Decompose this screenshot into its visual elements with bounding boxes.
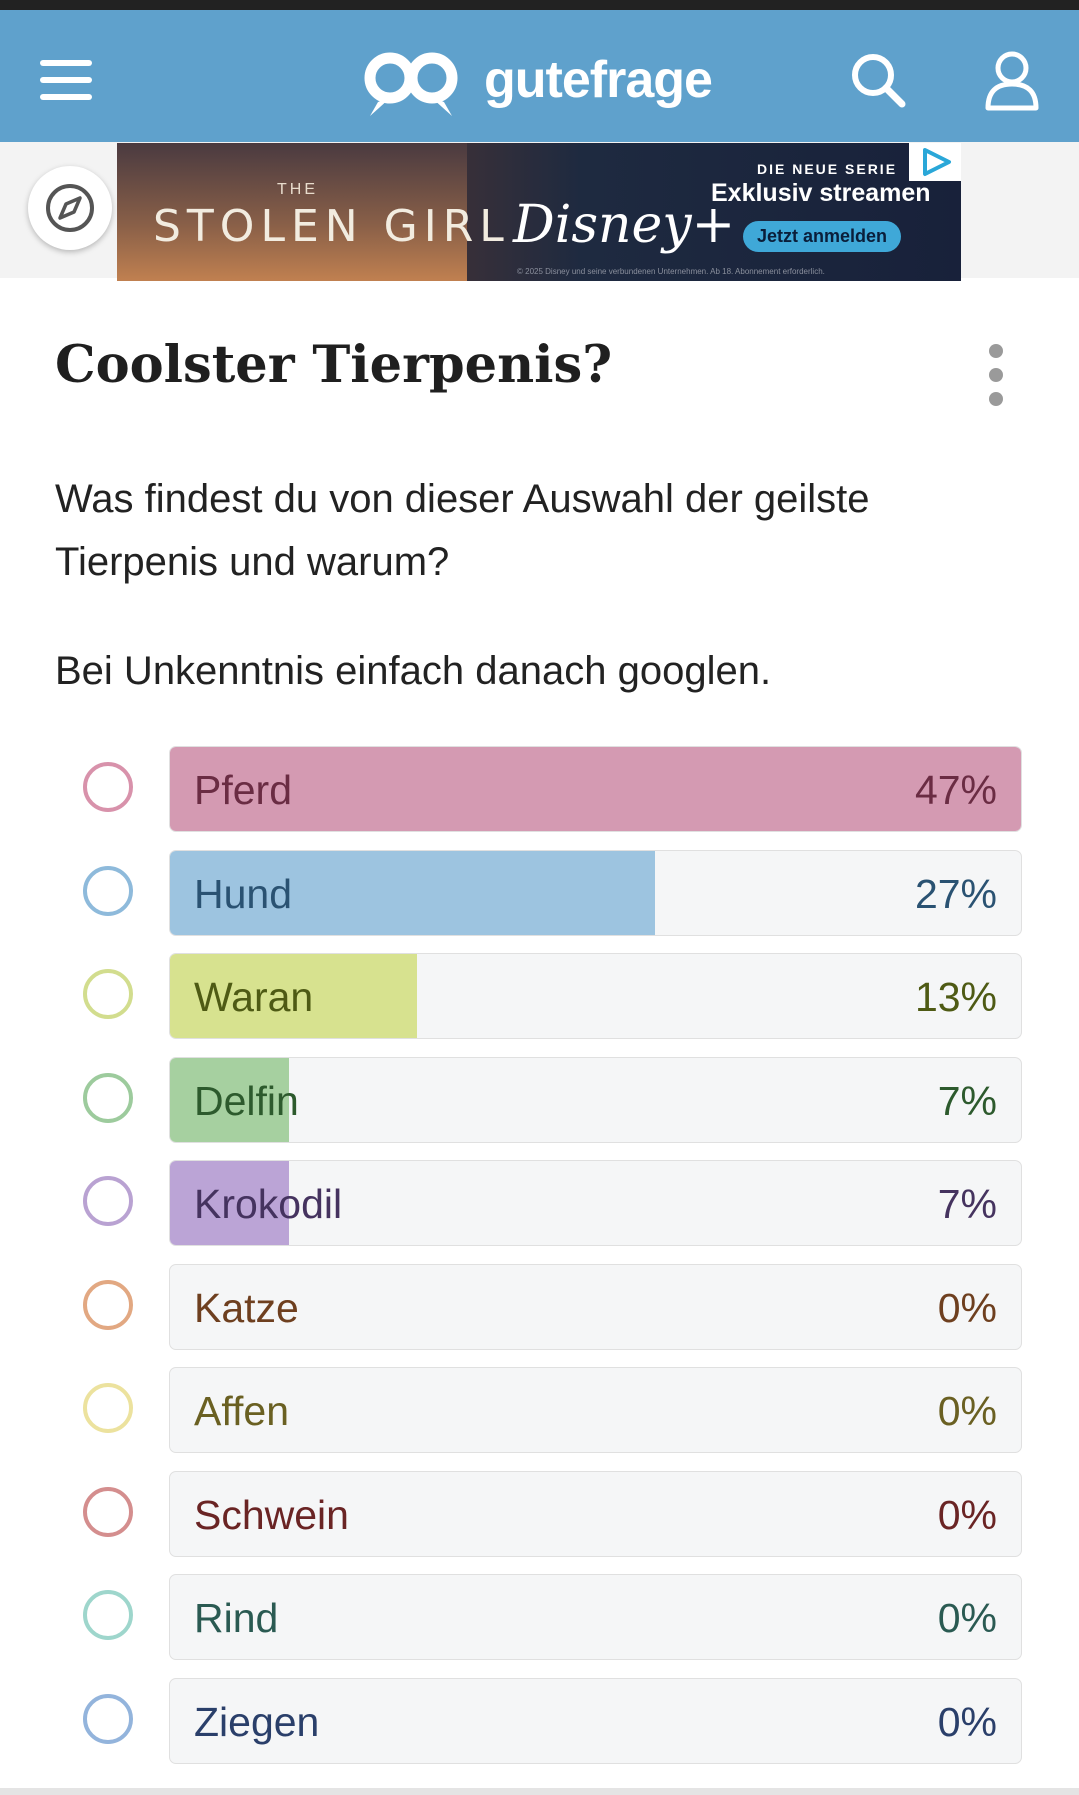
poll-option[interactable]: Hund 27% [80, 850, 1023, 936]
poll-option-percent: 0% [937, 1595, 997, 1641]
poll-option-fill [170, 1161, 290, 1245]
poll-option-radio[interactable] [83, 1383, 133, 1433]
poll-option-label: Rind [194, 1595, 279, 1641]
poll-option[interactable]: Waran 13% [80, 953, 1023, 1039]
app-header: gutefrage [0, 10, 1079, 142]
compass-icon [46, 184, 94, 232]
poll-option-radio[interactable] [83, 762, 133, 812]
poll-option-radio[interactable] [83, 969, 133, 1019]
poll-option-radio[interactable] [83, 866, 133, 916]
poll-option-radio[interactable] [83, 1487, 133, 1537]
page-bottom-edge [0, 1788, 1079, 1795]
poll-option[interactable]: Krokodil 7% [80, 1160, 1023, 1246]
poll-option-radio[interactable] [83, 1280, 133, 1330]
poll-option-radio[interactable] [83, 1073, 133, 1123]
poll-option[interactable]: Schwein 0% [80, 1471, 1023, 1557]
poll-option-bar[interactable]: Waran 13% [169, 953, 1022, 1039]
poll-option-bar[interactable]: Delfin 7% [169, 1057, 1022, 1143]
poll-option-label: Schwein [194, 1492, 349, 1538]
poll-option-percent: 0% [937, 1285, 997, 1331]
poll-option-fill [170, 954, 417, 1038]
poll-option-percent: 13% [914, 974, 997, 1020]
ad-left-title: STOLEN GIRL [153, 201, 510, 252]
poll-option-radio[interactable] [83, 1590, 133, 1640]
poll-option-label: Waran [194, 974, 314, 1020]
poll-option-label: Affen [194, 1388, 289, 1434]
system-status-strip [0, 0, 1079, 10]
question-body: Was findest du von dieser Auswahl der ge… [55, 477, 870, 584]
poll-option-percent: 47% [914, 767, 997, 813]
poll-option-label: Pferd [194, 767, 292, 813]
logo[interactable]: gutefrage [360, 40, 713, 120]
poll-option-label: Katze [194, 1285, 299, 1331]
adchoices-icon[interactable] [909, 143, 961, 181]
poll-option[interactable]: Pferd 47% [80, 746, 1023, 832]
poll-option-bar[interactable]: Schwein 0% [169, 1471, 1022, 1557]
poll-option-bar[interactable]: Katze 0% [169, 1264, 1022, 1350]
question-note: Bei Unkenntnis einfach danach googlen. [55, 649, 772, 693]
more-options-icon[interactable] [980, 340, 1012, 410]
poll-option-label: Krokodil [194, 1181, 343, 1227]
ad-small-caption: DIE NEUE SERIE [757, 161, 898, 177]
ad-headline: Exklusiv streamen [711, 179, 931, 207]
poll-option[interactable]: Katze 0% [80, 1264, 1023, 1350]
poll-option-bar[interactable]: Krokodil 7% [169, 1160, 1022, 1246]
poll-option[interactable]: Rind 0% [80, 1574, 1023, 1660]
ad-left-small: THE [277, 181, 318, 198]
poll-option-label: Hund [194, 871, 293, 917]
poll-option[interactable]: Ziegen 0% [80, 1678, 1023, 1764]
ad-fineprint: © 2025 Disney und seine verbundenen Unte… [517, 267, 825, 276]
poll-option-percent: 27% [914, 871, 997, 917]
poll-option-label: Ziegen [194, 1699, 320, 1745]
poll-option-bar[interactable]: Hund 27% [169, 850, 1022, 936]
logo-text: gutefrage [484, 51, 713, 109]
ad-cta-button[interactable]: Jetzt anmelden [743, 221, 902, 252]
search-icon[interactable] [848, 50, 908, 110]
poll-option-bar[interactable]: Rind 0% [169, 1574, 1022, 1660]
question-title: Coolster Tierpenis? [55, 335, 613, 395]
poll-option-percent: 7% [937, 1181, 997, 1227]
poll-option[interactable]: Affen 0% [80, 1367, 1023, 1453]
menu-icon[interactable] [40, 60, 92, 100]
poll-option-fill [170, 851, 656, 935]
poll-option-fill [170, 1058, 290, 1142]
ad-image [117, 143, 467, 281]
poll-option-bar[interactable]: Ziegen 0% [169, 1678, 1022, 1764]
user-icon[interactable] [982, 48, 1042, 112]
explore-button[interactable] [28, 166, 112, 250]
poll-option-percent: 0% [937, 1492, 997, 1538]
advertisement-banner[interactable]: THE STOLEN GIRL Disney+ DIE NEUE SERIE E… [117, 143, 961, 281]
poll-option-radio[interactable] [83, 1176, 133, 1226]
logo-mark-icon [364, 52, 458, 116]
poll-option-radio[interactable] [83, 1694, 133, 1744]
poll-option-label: Delfin [194, 1078, 299, 1124]
poll-option-percent: 7% [937, 1078, 997, 1124]
poll-option[interactable]: Delfin 7% [80, 1057, 1023, 1143]
poll-option-percent: 0% [937, 1699, 997, 1745]
poll-option-bar[interactable]: Pferd 47% [169, 746, 1022, 832]
ad-brand: Disney+ [513, 195, 736, 255]
poll-option-percent: 0% [937, 1388, 997, 1434]
poll-option-bar[interactable]: Affen 0% [169, 1367, 1022, 1453]
poll-option-fill [170, 747, 1021, 831]
